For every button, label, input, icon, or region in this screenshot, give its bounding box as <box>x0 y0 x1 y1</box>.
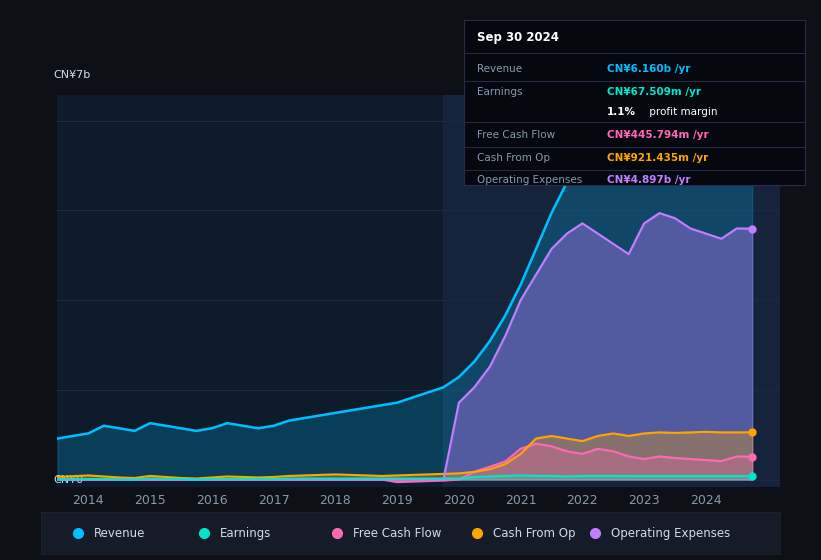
Text: Operating Expenses: Operating Expenses <box>478 175 583 185</box>
Text: 1.1%: 1.1% <box>607 107 636 117</box>
Text: CN¥6.160b /yr: CN¥6.160b /yr <box>607 64 690 74</box>
Text: Free Cash Flow: Free Cash Flow <box>478 130 556 140</box>
Text: CN¥4.897b /yr: CN¥4.897b /yr <box>607 175 690 185</box>
Text: Earnings: Earnings <box>478 87 523 97</box>
Bar <box>443 95 780 487</box>
Text: Earnings: Earnings <box>220 527 271 540</box>
Text: Revenue: Revenue <box>478 64 523 74</box>
Text: CN¥445.794m /yr: CN¥445.794m /yr <box>607 130 709 140</box>
Text: Sep 30 2024: Sep 30 2024 <box>478 31 559 44</box>
Text: CN¥7b: CN¥7b <box>54 69 91 80</box>
Text: CN¥0: CN¥0 <box>54 475 84 485</box>
Text: Cash From Op: Cash From Op <box>493 527 576 540</box>
Text: profit margin: profit margin <box>646 107 718 117</box>
Text: CN¥67.509m /yr: CN¥67.509m /yr <box>607 87 701 97</box>
Text: CN¥921.435m /yr: CN¥921.435m /yr <box>607 153 709 164</box>
Text: Cash From Op: Cash From Op <box>478 153 551 164</box>
Text: Operating Expenses: Operating Expenses <box>612 527 731 540</box>
Text: Revenue: Revenue <box>94 527 145 540</box>
Text: Free Cash Flow: Free Cash Flow <box>353 527 441 540</box>
